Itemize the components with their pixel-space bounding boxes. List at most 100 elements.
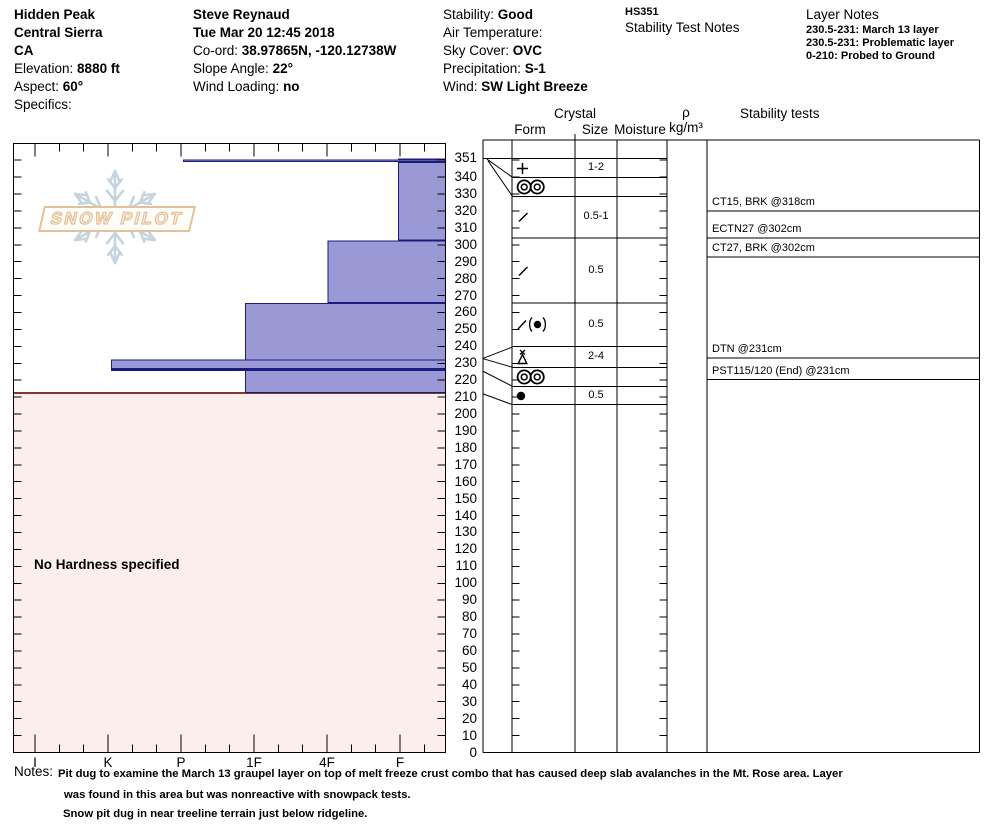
crystal-form-RG [516, 387, 526, 405]
snowflake-stroke [108, 250, 117, 265]
note-line: was found in this area but was nonreacti… [64, 789, 411, 801]
header-field: CA [14, 43, 34, 58]
depth-tick-label: 190 [454, 422, 477, 438]
depth-tick-label: 40 [461, 676, 477, 692]
depth-tick-label: 310 [454, 219, 477, 235]
hardness-tick-label: K [103, 755, 113, 770]
crystal-form-DF [516, 208, 530, 226]
header-field: Co-ord: 38.97865N, -120.12738W [193, 43, 397, 58]
column-header-stability-tests: Stability tests [740, 106, 820, 121]
depth-tick-label: 20 [461, 710, 477, 726]
depth-tick-label: 200 [454, 406, 477, 422]
depth-tick-label: 130 [454, 524, 477, 540]
hardness-bar [398, 161, 446, 241]
header-field: Wind: SW Light Breeze [443, 79, 588, 94]
round-crystal-icon [516, 391, 526, 400]
header-field: Central Sierra [14, 25, 103, 40]
depth-tick-label: 90 [461, 592, 477, 608]
hardness-tick-label: P [176, 755, 186, 770]
crystal-form-MFcr [516, 178, 546, 196]
depth-tick-label: 220 [454, 372, 477, 388]
depth-tick-label: 180 [454, 439, 477, 455]
column-header-crystal: Crystal [553, 106, 596, 121]
header-field: Tue Mar 20 12:45 2018 [193, 25, 335, 40]
snowflake-stroke [73, 192, 89, 197]
hardness-bar [327, 240, 446, 304]
depth-tick-label: 330 [454, 186, 477, 202]
no-hardness-label: No Hardness specified [34, 557, 180, 572]
depth-tick-label: 140 [454, 507, 477, 523]
stability-test-result: CT27, BRK @302cm [712, 242, 815, 254]
snowflake-stroke [141, 237, 157, 242]
depth-tick-label: 30 [461, 693, 477, 709]
slash-crystal-icon [518, 266, 528, 276]
graupel-crystal-icon [517, 349, 528, 364]
chart-line [483, 371, 513, 387]
depth-tick-label: 340 [454, 169, 477, 185]
stability-test-result: DTN @231cm [712, 343, 782, 355]
chart-line [483, 358, 513, 368]
depth-tick-label: 230 [454, 355, 477, 371]
header-field: Specifics: [14, 97, 72, 112]
snowflake-stroke [146, 192, 157, 206]
note-line: Snow pit dug in near treeline terrain ju… [63, 808, 368, 820]
column-header-size: Size [581, 122, 609, 137]
chart-line [487, 160, 513, 197]
stability-test-result: CT15, BRK @318cm [712, 196, 815, 208]
snowflake-stroke [113, 231, 125, 245]
depth-tick-label: 280 [454, 270, 477, 286]
notes-label: Notes: [14, 764, 54, 779]
header-field: Wind Loading: no [193, 79, 300, 94]
depth-tick-label: 320 [454, 202, 477, 218]
hardness-tick-label: 1F [246, 755, 262, 770]
snowflake-stroke [113, 169, 122, 184]
snowflake-stroke [73, 237, 89, 242]
depth-tick-label: 270 [454, 287, 477, 303]
crystal-form-PP [516, 159, 529, 177]
no-hardness-region [14, 393, 445, 752]
header-field: 0-210: Probed to Ground [806, 50, 935, 62]
depth-tick-label: 170 [454, 456, 477, 472]
snowflake-stroke [113, 250, 122, 265]
depth-tick-label: 260 [454, 304, 477, 320]
header-field: Elevation: 8880 ft [14, 61, 120, 76]
snowflake-stroke [73, 192, 84, 206]
crystal-form-MFcr [516, 368, 546, 386]
header-field: 230.5-231: March 13 layer [806, 24, 939, 36]
stability-test-result: ECTN27 @302cm [712, 223, 802, 235]
slash-crystal-icon [518, 212, 528, 223]
depth-tick-label: 10 [461, 727, 477, 743]
hardness-bar [111, 359, 446, 369]
depth-tick-label: 0 [469, 744, 477, 760]
grain-size-label: 0.5-1 [583, 210, 609, 223]
hardness-tick-label: F [395, 755, 405, 770]
grain-size-label: 1-2 [588, 161, 604, 173]
grain-size-label: 0.5 [588, 317, 604, 330]
header-field: HS351 [625, 6, 659, 18]
depth-tick-label: 240 [454, 338, 477, 354]
grain-size-label: 2-4 [588, 349, 604, 362]
crystal-form-DF [516, 262, 530, 280]
depth-tick-label: 70 [461, 626, 477, 642]
slash-round-crystal-icon [517, 317, 547, 333]
depth-tick-label: 120 [454, 541, 477, 557]
depth-tick-label: 150 [454, 490, 477, 506]
header-field: Stability Test Notes [625, 20, 740, 35]
crystal-form-PPgp [516, 348, 529, 366]
column-header-moisture: Moisture [614, 122, 666, 137]
column-header-form: Form [514, 122, 546, 137]
snowflake-stroke [113, 189, 125, 203]
plus-crystal-icon [517, 162, 528, 174]
depth-tick-label: 351 [454, 150, 477, 166]
depth-tick-label: 100 [454, 575, 477, 591]
snowflake-stroke [141, 192, 157, 197]
stability-test-result: PST115/120 (End) @231cm [712, 364, 850, 377]
header-field: Slope Angle: 22° [193, 61, 293, 76]
header-field: Air Temperature: [443, 25, 543, 40]
crystal-form-DF(RG) [516, 316, 552, 334]
header-field: Hidden Peak [14, 7, 96, 22]
header-field: Steve Reynaud [193, 7, 290, 22]
header-field: 230.5-231: Problematic layer [806, 37, 954, 49]
snowflake-stroke [108, 169, 117, 184]
